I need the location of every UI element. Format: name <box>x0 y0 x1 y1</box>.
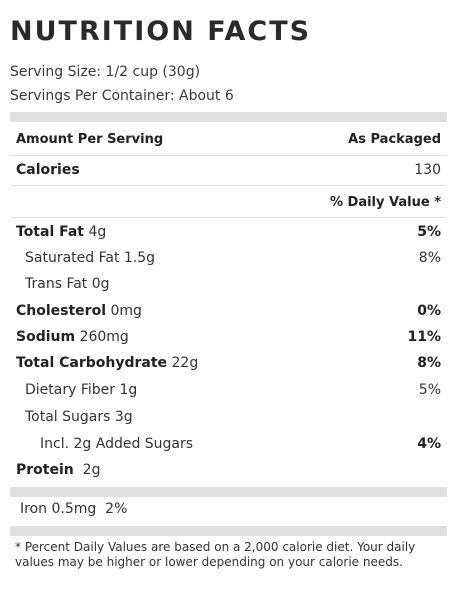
added-sugars-row: Incl. 2g Added Sugars 4% <box>10 431 447 457</box>
thick-divider-footer <box>10 526 447 536</box>
amount-per-serving-row: Amount Per Serving As Packaged <box>10 126 447 152</box>
total-carbohydrate-amount: 22g <box>171 355 199 371</box>
total-carbohydrate-dv: 8% <box>417 355 441 371</box>
as-packaged-label: As Packaged <box>348 131 441 147</box>
serving-size: Serving Size: 1/2 cup (30g) <box>10 64 201 80</box>
protein-amount: 2g <box>82 462 101 478</box>
cholesterol-label: Cholesterol <box>16 303 106 319</box>
total-fat-label: Total Fat <box>16 224 85 240</box>
total-sugars-row: Total Sugars 3g <box>10 404 447 430</box>
sodium-amount: 260mg <box>79 329 129 345</box>
trans-fat-row: Trans Fat 0g <box>10 271 447 297</box>
cholesterol-amount: 0mg <box>110 303 142 319</box>
dietary-fiber-label: Dietary Fiber 1g <box>25 382 138 398</box>
nutrition-facts-title: NUTRITION FACTS <box>10 16 312 47</box>
servings-per-container: Servings Per Container: About 6 <box>10 88 234 104</box>
daily-value-footnote: * Percent Daily Values are based on a 2,… <box>15 540 416 569</box>
added-sugars-dv: 4% <box>417 436 441 452</box>
sodium-row: Sodium 260mg 11% <box>10 324 447 350</box>
total-fat-row: Total Fat 4g 5% <box>10 219 447 245</box>
calories-label: Calories <box>16 162 80 178</box>
protein-label: Protein <box>16 462 74 478</box>
trans-fat-label: Trans Fat 0g <box>25 276 110 292</box>
total-carbohydrate-row: Total Carbohydrate 22g 8% <box>10 350 447 376</box>
total-carbohydrate-label: Total Carbohydrate <box>16 355 168 371</box>
sodium-dv: 11% <box>407 329 441 345</box>
daily-value-header-row: % Daily Value * <box>10 189 447 215</box>
saturated-fat-dv: 8% <box>418 250 441 266</box>
total-fat-dv: 5% <box>417 224 441 240</box>
divider <box>10 155 447 156</box>
iron-row: Iron 0.5mg 2% <box>10 496 447 522</box>
saturated-fat-row: Saturated Fat 1.5g 8% <box>10 245 447 271</box>
thick-divider-vitamins <box>10 487 447 497</box>
calories-row: Calories 130 <box>10 157 447 183</box>
total-fat-amount: 4g <box>88 224 107 240</box>
divider <box>10 185 447 186</box>
cholesterol-dv: 0% <box>417 303 441 319</box>
calories-value: 130 <box>414 162 441 178</box>
thick-divider-top <box>10 112 447 122</box>
dietary-fiber-row: Dietary Fiber 1g 5% <box>10 377 447 403</box>
dietary-fiber-dv: 5% <box>418 382 441 398</box>
divider <box>10 217 447 218</box>
sodium-label: Sodium <box>16 329 76 345</box>
saturated-fat-label: Saturated Fat 1.5g <box>25 250 156 266</box>
added-sugars-label: Incl. 2g Added Sugars <box>40 436 194 452</box>
iron-label: Iron 0.5mg 2% <box>20 501 128 517</box>
amount-per-serving-label: Amount Per Serving <box>16 131 164 147</box>
daily-value-header: % Daily Value * <box>329 194 441 210</box>
protein-row: Protein 2g <box>10 457 447 483</box>
total-sugars-label: Total Sugars 3g <box>25 409 133 425</box>
cholesterol-row: Cholesterol 0mg 0% <box>10 298 447 324</box>
